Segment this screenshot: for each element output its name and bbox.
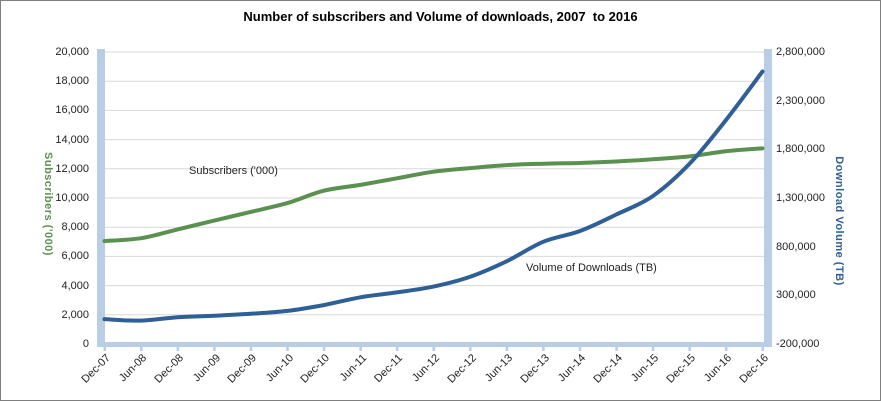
- y-axis-label-right: 2,300,000: [776, 94, 825, 107]
- right-axis-band: [764, 49, 772, 347]
- x-tick: [213, 347, 216, 351]
- x-tick: [359, 347, 362, 351]
- y-axis-label-right: 800,000: [776, 240, 816, 253]
- y-axis-label-left: 12,000: [55, 162, 89, 175]
- x-tick: [469, 347, 472, 351]
- y-axis-label-left: 2,000: [61, 308, 89, 321]
- bottom-axis-band: [97, 342, 772, 347]
- chart-title: Number of subscribers and Volume of down…: [243, 9, 638, 24]
- series-label-downloads: Volume of Downloads (TB): [526, 262, 657, 274]
- left-axis-title: Subscribers ('000): [42, 152, 54, 256]
- y-axis-label-left: 16,000: [55, 104, 89, 117]
- y-axis-label-left: 18,000: [55, 75, 89, 88]
- x-tick: [615, 347, 618, 351]
- x-tick: [505, 347, 509, 351]
- y-axis-label-right: -200,000: [776, 338, 820, 350]
- y-axis-label-right: 1,800,000: [776, 143, 825, 156]
- x-tick: [140, 347, 143, 351]
- x-tick: [322, 347, 326, 351]
- y-axis-label-left: 0: [82, 338, 89, 350]
- x-tick: [761, 347, 764, 351]
- y-axis-label-left: 20,000: [55, 46, 89, 58]
- downloads-line: [102, 69, 765, 323]
- x-tick: [176, 347, 180, 351]
- y-axis-label-left: 6,000: [61, 250, 89, 263]
- x-tick: [542, 347, 545, 351]
- x-tick: [395, 347, 399, 351]
- y-axis-label-right: 300,000: [776, 289, 816, 302]
- x-tick: [578, 347, 582, 351]
- left-axis-band: [97, 49, 105, 347]
- x-tick: [249, 347, 253, 351]
- y-axis-label-left: 14,000: [55, 133, 89, 146]
- subscribers-line: [102, 146, 765, 244]
- right-axis-title: Download Volume (TB): [833, 156, 845, 286]
- y-axis-label-right: 2,800,000: [776, 46, 825, 58]
- x-tick: [286, 347, 289, 351]
- y-axis-label-right: 1,300,000: [776, 192, 825, 204]
- x-tick: [651, 347, 655, 351]
- y-axis-label-left: 4,000: [61, 279, 89, 292]
- x-tick: [688, 347, 691, 351]
- series-label-subscribers: Subscribers ('000): [189, 165, 278, 177]
- x-tick: [432, 347, 435, 351]
- y-axis-label-left: 10,000: [55, 192, 89, 204]
- x-tick: [724, 347, 728, 351]
- x-tick: [103, 347, 106, 351]
- y-axis-label-left: 8,000: [61, 221, 89, 234]
